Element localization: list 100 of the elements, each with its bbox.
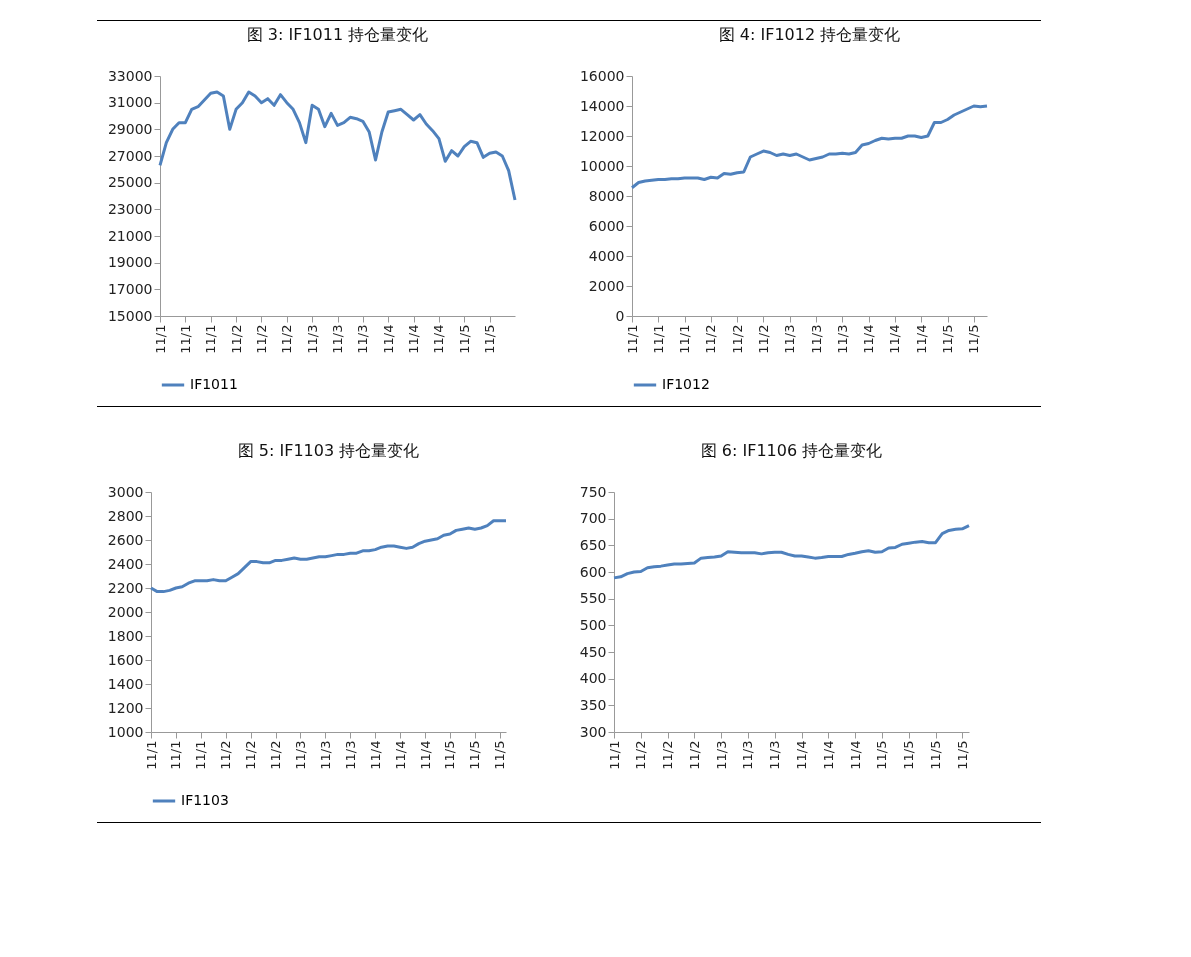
x-tick-label: 11/4: [417, 740, 433, 770]
x-tick-label: 11/1: [624, 324, 640, 354]
x-tick-label: 11/4: [431, 324, 447, 354]
x-tick-label: 11/4: [406, 324, 422, 354]
y-tick-label: 33000: [107, 67, 153, 84]
y-tick-label: 1000: [107, 723, 144, 740]
x-tick-label: 11/3: [304, 324, 320, 354]
x-tick-label: 11/5: [482, 324, 498, 354]
y-tick-label: 16000: [579, 67, 625, 84]
y-tick-label: 450: [579, 643, 607, 660]
x-tick-label: 11/5: [901, 740, 917, 770]
y-tick-label: 17000: [107, 280, 153, 297]
y-tick-label: 550: [579, 590, 607, 607]
y-tick-label: 1800: [107, 627, 144, 644]
line-series: [612, 524, 971, 580]
y-tick-label: 21000: [107, 227, 153, 244]
y-tick-label: 1600: [107, 651, 144, 668]
chart-title: 图 6: IF1106 持仓量变化: [700, 441, 883, 460]
x-tick-label: 11/2: [218, 740, 234, 770]
y-tick-label: 2000: [107, 603, 144, 620]
y-tick-label: 31000: [107, 94, 153, 111]
y-tick-label: 27000: [107, 147, 153, 164]
y-tick-label: 12000: [579, 127, 625, 144]
x-tick-label: 11/1: [650, 324, 666, 354]
y-tick-label: 600: [579, 563, 607, 580]
y-tick-label: 29000: [107, 120, 153, 137]
x-tick-label: 11/5: [874, 740, 890, 770]
y-tick-label: 500: [579, 616, 607, 633]
y-tick-label: 0: [615, 307, 625, 324]
y-tick-label: 25000: [107, 174, 153, 191]
x-tick-label: 11/3: [834, 324, 850, 354]
x-tick-label: 11/3: [330, 324, 345, 354]
y-tick-label: 3000: [107, 483, 144, 500]
x-tick-label: 11/1: [152, 324, 168, 354]
x-tick-label: 11/1: [177, 324, 193, 354]
chart-title: 图 4: IF1012 持仓量变化: [718, 25, 901, 44]
x-tick-label: 11/4: [861, 324, 877, 354]
y-tick-label: 4000: [588, 247, 625, 264]
x-tick-label: 11/3: [740, 740, 756, 770]
x-tick-label: 11/2: [228, 324, 244, 354]
x-tick-label: 11/4: [380, 324, 396, 354]
x-tick-label: 11/2: [686, 740, 702, 770]
legend-label: IF1011: [190, 376, 238, 392]
x-tick-label: 11/4: [847, 740, 863, 770]
legend-label: IF1012: [662, 376, 710, 392]
y-tick-label: 650: [579, 536, 607, 553]
x-tick-label: 11/3: [355, 324, 371, 354]
x-tick-label: 11/5: [966, 324, 982, 354]
x-tick-label: 11/2: [755, 324, 771, 354]
y-tick-label: 350: [579, 696, 607, 713]
x-tick-label: 11/2: [633, 740, 649, 770]
line-series: [149, 519, 508, 594]
x-tick-label: 11/4: [887, 324, 903, 354]
y-tick-label: 2600: [107, 531, 144, 548]
x-tick-label: 11/1: [606, 740, 622, 770]
y-tick-label: 1200: [107, 699, 144, 716]
x-tick-label: 11/2: [268, 740, 284, 770]
x-tick-label: 11/1: [677, 324, 693, 354]
x-tick-label: 11/3: [767, 740, 783, 770]
y-tick-label: 19000: [107, 254, 153, 271]
x-tick-label: 11/2: [243, 740, 259, 770]
x-tick-label: 11/4: [913, 324, 929, 354]
y-tick-label: 14000: [579, 97, 625, 114]
y-tick-label: 8000: [588, 187, 625, 204]
line-series: [158, 90, 517, 202]
chart-title: 图 5: IF1103 持仓量变化: [237, 441, 420, 460]
x-tick-label: 11/3: [782, 324, 798, 354]
x-tick-label: 11/5: [442, 740, 458, 770]
y-tick-label: 1400: [107, 675, 144, 692]
x-tick-label: 11/1: [143, 740, 159, 770]
x-tick-label: 11/5: [928, 740, 944, 770]
x-tick-label: 11/2: [703, 324, 719, 354]
y-tick-label: 700: [579, 510, 607, 527]
y-tick-label: 2400: [107, 555, 144, 572]
line-series: [630, 104, 989, 190]
x-tick-label: 11/5: [456, 324, 472, 354]
y-tick-label: 15000: [107, 307, 153, 324]
x-tick-label: 11/5: [954, 740, 970, 770]
x-tick-label: 11/5: [492, 740, 508, 770]
y-tick-label: 23000: [107, 200, 153, 217]
x-tick-label: 11/3: [713, 740, 729, 770]
y-tick-label: 2200: [107, 579, 144, 596]
x-tick-label: 11/3: [808, 324, 824, 354]
y-tick-label: 6000: [588, 217, 625, 234]
x-tick-label: 11/2: [253, 324, 269, 354]
legend-label: IF1103: [181, 792, 229, 808]
x-tick-label: 11/3: [342, 740, 358, 770]
y-tick-label: 300: [579, 723, 607, 740]
x-tick-label: 11/1: [168, 740, 184, 770]
y-tick-label: 400: [579, 670, 607, 687]
x-tick-label: 11/5: [940, 324, 956, 354]
x-tick-label: 11/1: [193, 740, 209, 770]
x-tick-label: 11/4: [820, 740, 836, 770]
x-tick-label: 11/4: [392, 740, 408, 770]
x-tick-label: 11/2: [729, 324, 745, 354]
x-tick-label: 11/4: [367, 740, 383, 770]
y-tick-label: 2800: [107, 507, 144, 524]
x-tick-label: 11/2: [279, 324, 295, 354]
x-tick-label: 11/4: [794, 740, 810, 770]
x-tick-label: 11/3: [292, 740, 308, 770]
